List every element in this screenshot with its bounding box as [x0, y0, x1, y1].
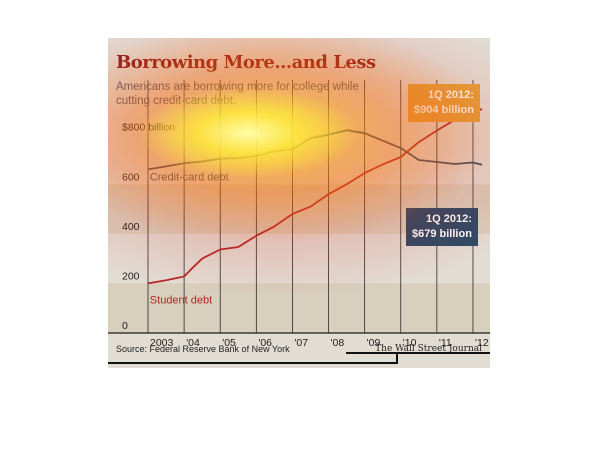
chart-subtitle: Americans are borrowing more for college…	[116, 81, 359, 107]
band-0	[108, 283, 490, 333]
x-tick-label-2008: '08	[331, 337, 345, 349]
background-bands	[108, 184, 490, 333]
y-tick-label-0: 0	[122, 320, 128, 332]
series-label-student-debt: Student debt	[150, 294, 212, 306]
y-tick-label-400: 400	[122, 221, 140, 233]
source-note: Source: Federal Reserve Bank of New York	[116, 344, 290, 354]
baseline-rule	[108, 362, 398, 364]
callout-student-date: 1Q 2012:	[428, 89, 474, 101]
callout-cc-value: $679 billion	[412, 228, 472, 240]
baseline-rule-right	[346, 352, 490, 354]
callout-student-debt: 1Q 2012: $904 billion	[408, 84, 480, 122]
callout-credit-card-debt: 1Q 2012: $679 billion	[406, 208, 478, 246]
baseline-rule-tick	[396, 352, 398, 364]
y-tick-label-600: 600	[122, 171, 140, 183]
series-label-credit-card-debt: Credit-card debt	[150, 172, 229, 184]
chart-title: Borrowing More...and Less	[116, 52, 376, 73]
y-tick-label-200: 200	[122, 270, 140, 282]
chart-card: 0 200 400 600 $800 billion 2003'04'05'06'07 '…	[108, 38, 490, 368]
x-tick-label-2007: '07	[294, 337, 308, 349]
callout-student-value: $904 billion	[414, 104, 474, 116]
y-tick-label-800: $800 billion	[122, 122, 175, 134]
callout-cc-date: 1Q 2012:	[426, 213, 472, 225]
series-line-credit-card-debt	[147, 129, 483, 171]
